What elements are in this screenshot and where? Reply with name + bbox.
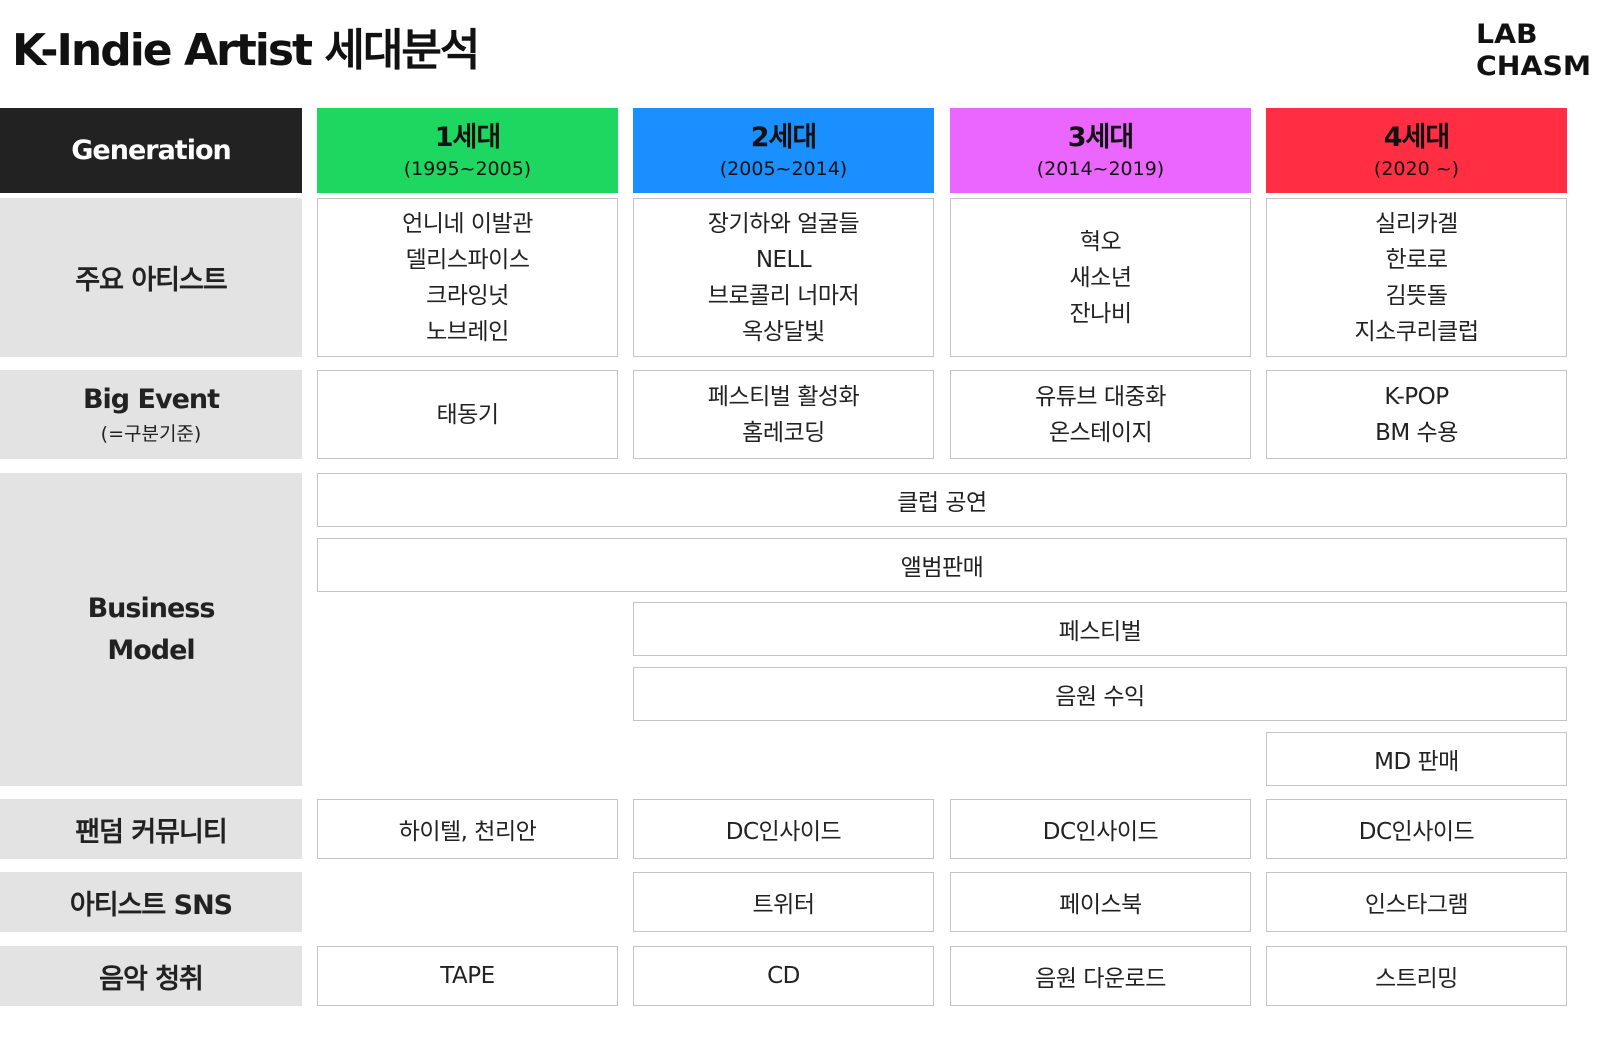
artists-gen-1: 언니네 이발관 델리스파이스 크라잉넛 노브레인 bbox=[317, 198, 618, 357]
lab-chasm-logo: LAB CHASM bbox=[1476, 20, 1592, 82]
row-label-sns: 아티스트 SNS bbox=[0, 872, 302, 932]
generation-name: 1세대 bbox=[434, 121, 501, 153]
generation-period: (2005~2014) bbox=[719, 157, 848, 180]
listening-gen-1: TAPE bbox=[317, 946, 618, 1006]
sns-gen-2: 트위터 bbox=[633, 872, 934, 932]
big-event-gen-2: 페스티벌 활성화 홈레코딩 bbox=[633, 370, 934, 459]
artist-name: 혁오 bbox=[1079, 228, 1122, 255]
generation-name: 4세대 bbox=[1383, 121, 1450, 153]
event-text: 온스테이지 bbox=[1048, 419, 1153, 446]
business-model-label-line2: Model bbox=[107, 634, 195, 666]
fandom-gen-4: DC인사이드 bbox=[1266, 799, 1567, 859]
page-title: K-Indie Artist 세대분석 bbox=[12, 25, 480, 76]
artist-name: NELL bbox=[755, 246, 812, 273]
listening-gen-3: 음원 다운로드 bbox=[950, 946, 1251, 1006]
event-text: BM 수용 bbox=[1375, 419, 1458, 446]
generation-period: (2020 ~) bbox=[1373, 157, 1460, 180]
row-label-business-model: Business Model bbox=[0, 473, 302, 786]
generation-period: (2014~2019) bbox=[1036, 157, 1165, 180]
artist-name: 옥상달빛 bbox=[742, 318, 825, 345]
big-event-label: Big Event bbox=[82, 383, 220, 415]
bm-bar-festival: 페스티벌 bbox=[633, 602, 1567, 656]
sns-gen-4: 인스타그램 bbox=[1266, 872, 1567, 932]
artist-name: 김뜻돌 bbox=[1385, 282, 1448, 309]
generation-3-header: 3세대 (2014~2019) bbox=[950, 108, 1251, 193]
event-text: 페스티벌 활성화 bbox=[707, 383, 860, 410]
artist-name: 실리카겔 bbox=[1375, 210, 1458, 237]
row-label-listening: 음악 청취 bbox=[0, 946, 302, 1006]
artist-name: 델리스파이스 bbox=[405, 246, 530, 273]
artist-name: 언니네 이발관 bbox=[402, 210, 533, 237]
artist-name: 잔나비 bbox=[1069, 300, 1132, 327]
artist-name: 장기하와 얼굴들 bbox=[707, 210, 860, 237]
artist-name: 크라잉넛 bbox=[426, 282, 509, 309]
artist-name: 노브레인 bbox=[426, 318, 509, 345]
listening-gen-2: CD bbox=[633, 946, 934, 1006]
row-label-big-event: Big Event (=구분기준) bbox=[0, 370, 302, 459]
bm-bar-streaming-revenue: 음원 수익 bbox=[633, 667, 1567, 721]
bm-bar-album: 앨범판매 bbox=[317, 538, 1567, 592]
generation-2-header: 2세대 (2005~2014) bbox=[633, 108, 934, 193]
business-model-label-line1: Business bbox=[87, 592, 216, 624]
event-text: 태동기 bbox=[436, 401, 499, 428]
logo-line-2: CHASM bbox=[1476, 51, 1592, 82]
artists-gen-3: 혁오 새소년 잔나비 bbox=[950, 198, 1251, 357]
big-event-sublabel: (=구분기준) bbox=[100, 422, 202, 445]
event-text: 홈레코딩 bbox=[742, 419, 825, 446]
fandom-gen-2: DC인사이드 bbox=[633, 799, 934, 859]
sns-gen-3: 페이스북 bbox=[950, 872, 1251, 932]
bm-bar-club: 클럽 공연 bbox=[317, 473, 1567, 527]
row-label-artists: 주요 아티스트 bbox=[0, 198, 302, 357]
event-text: 유튜브 대중화 bbox=[1035, 383, 1166, 410]
artist-name: 지소쿠리클럽 bbox=[1354, 318, 1479, 345]
row-label-fandom: 팬덤 커뮤니티 bbox=[0, 799, 302, 859]
generation-header: Generation bbox=[0, 108, 302, 193]
fandom-gen-3: DC인사이드 bbox=[950, 799, 1251, 859]
bm-bar-md: MD 판매 bbox=[1266, 732, 1567, 786]
generation-name: 3세대 bbox=[1067, 121, 1134, 153]
big-event-gen-3: 유튜브 대중화 온스테이지 bbox=[950, 370, 1251, 459]
big-event-gen-4: K-POP BM 수용 bbox=[1266, 370, 1567, 459]
artists-gen-4: 실리카겔 한로로 김뜻돌 지소쿠리클럽 bbox=[1266, 198, 1567, 357]
generation-name: 2세대 bbox=[750, 121, 817, 153]
generation-4-header: 4세대 (2020 ~) bbox=[1266, 108, 1567, 193]
generation-period: (1995~2005) bbox=[403, 157, 532, 180]
artist-name: 브로콜리 너마저 bbox=[707, 282, 860, 309]
big-event-gen-1: 태동기 bbox=[317, 370, 618, 459]
event-text: K-POP bbox=[1384, 383, 1449, 410]
logo-line-1: LAB bbox=[1476, 19, 1538, 50]
artist-name: 한로로 bbox=[1385, 246, 1448, 273]
artist-name: 새소년 bbox=[1069, 264, 1132, 291]
generation-1-header: 1세대 (1995~2005) bbox=[317, 108, 618, 193]
listening-gen-4: 스트리밍 bbox=[1266, 946, 1567, 1006]
fandom-gen-1: 하이텔, 천리안 bbox=[317, 799, 618, 859]
artists-gen-2: 장기하와 얼굴들 NELL 브로콜리 너마저 옥상달빛 bbox=[633, 198, 934, 357]
